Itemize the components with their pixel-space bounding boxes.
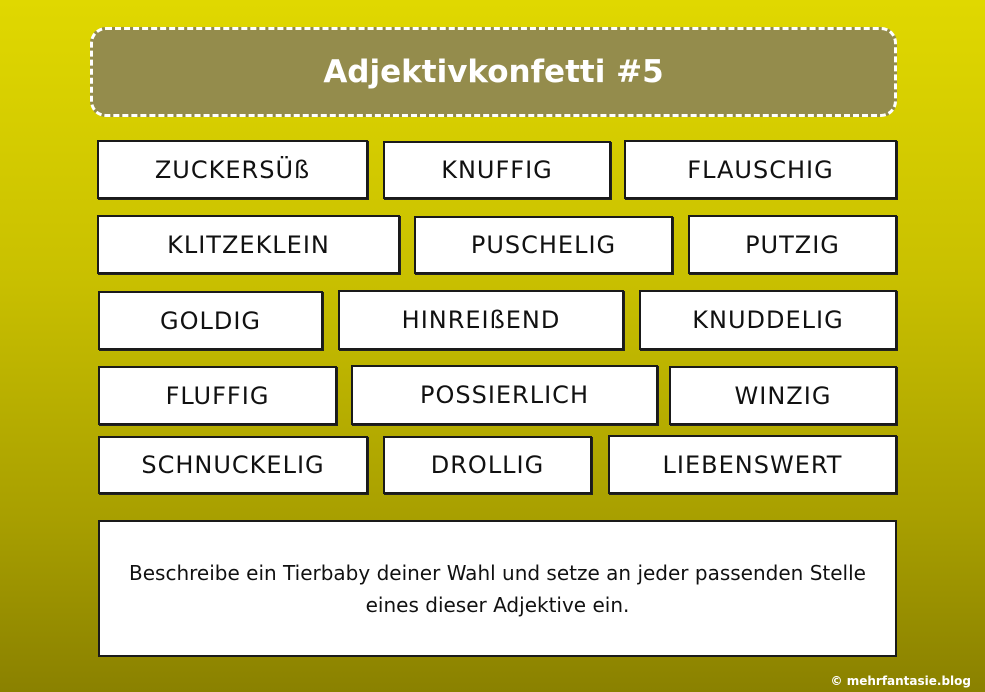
word-label: KNUFFIG	[441, 156, 553, 184]
word-card: KNUFFIG	[383, 141, 611, 199]
word-label: HINREIßEND	[401, 306, 561, 334]
copyright-footer: © mehrfantasie.blog	[830, 674, 971, 688]
word-card: PUSCHELIG	[414, 216, 673, 274]
word-label: DROLLIG	[430, 451, 545, 479]
word-label: LIEBENSWERT	[662, 450, 843, 479]
title-banner: Adjektivkonfetti #5	[90, 27, 897, 117]
word-card: PUTZIG	[688, 215, 897, 274]
word-label: WINZIG	[734, 381, 832, 410]
word-card: FLAUSCHIG	[624, 140, 897, 199]
word-label: PUSCHELIG	[470, 231, 617, 259]
word-label: KLITZEKLEIN	[167, 230, 330, 259]
word-label: POSSIERLICH	[419, 381, 589, 409]
word-label: FLAUSCHIG	[687, 155, 834, 184]
instruction-text: Beschreibe ein Tierbaby deiner Wahl und …	[129, 560, 866, 617]
word-card: HINREIßEND	[338, 290, 624, 350]
word-label: ZUCKERSÜß	[154, 155, 311, 184]
word-card: KNUDDELIG	[639, 290, 897, 350]
word-card: DROLLIG	[383, 436, 592, 494]
word-card: SCHNUCKELIG	[98, 436, 368, 494]
word-card: KLITZEKLEIN	[97, 215, 400, 274]
word-label: FLUFFIG	[165, 381, 270, 410]
word-label: SCHNUCKELIG	[141, 451, 325, 479]
word-label: GOLDIG	[159, 306, 261, 335]
page-title: Adjektivkonfetti #5	[323, 54, 664, 90]
word-card: WINZIG	[669, 366, 897, 425]
word-card: FLUFFIG	[98, 366, 337, 425]
word-card: GOLDIG	[98, 291, 323, 350]
word-label: KNUDDELIG	[692, 306, 844, 334]
word-card: POSSIERLICH	[351, 365, 658, 425]
word-card: ZUCKERSÜß	[97, 140, 368, 199]
word-card: LIEBENSWERT	[608, 435, 897, 494]
word-label: PUTZIG	[745, 230, 840, 259]
instruction-box: Beschreibe ein Tierbaby deiner Wahl und …	[98, 520, 897, 657]
